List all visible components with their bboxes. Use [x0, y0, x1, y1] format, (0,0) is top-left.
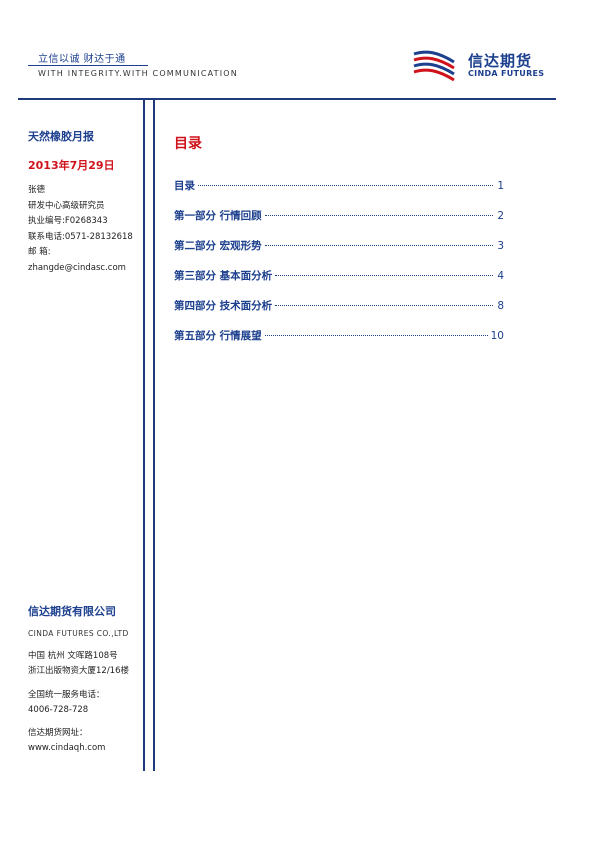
company-website: 信达期货网址： www.cindaqh.com — [28, 726, 105, 756]
toc-item[interactable]: 第二部分 宏观形势 3 — [174, 238, 504, 268]
author-info: 张德 研发中心高级研究员 执业编号:F0268343 联系电话:0571-281… — [28, 183, 133, 276]
slogan-cn: 立信以诚 财达于通 — [38, 54, 126, 65]
toc-item-label: 第一部分 行情回顾 — [174, 210, 262, 222]
toc-item-label: 第四部分 技术面分析 — [174, 300, 273, 312]
toc-leader-dots — [264, 335, 488, 336]
toc-item-page: 2 — [497, 210, 504, 222]
toc-item-label: 第五部分 行情展望 — [174, 330, 262, 342]
toc-leader-dots — [264, 245, 493, 246]
toc-leader-dots — [198, 185, 493, 186]
toc-list: 目录 1 第一部分 行情回顾 2 第二部分 宏观形势 3 第三部分 基本面分析 … — [174, 178, 504, 358]
toc-item-page: 3 — [497, 240, 504, 252]
column-divider-right — [153, 98, 155, 771]
slogan-underline — [28, 65, 148, 66]
toc-item-page: 8 — [497, 300, 504, 312]
company-address: 中国 杭州 文晖路108号 浙江出版物资大厦12/16楼 — [28, 649, 129, 679]
website-label: 信达期货网址： — [28, 728, 88, 738]
toc-item-label: 第二部分 宏观形势 — [174, 240, 262, 252]
toc-heading: 目录 — [174, 136, 202, 152]
toc-item[interactable]: 第三部分 基本面分析 4 — [174, 268, 504, 298]
toc-item-label: 目录 — [174, 180, 195, 192]
report-date: 2013年7月29日 — [28, 159, 115, 172]
author-phone: 联系电话:0571-28132618 — [28, 231, 133, 242]
address-line-1: 中国 杭州 文晖路108号 — [28, 651, 118, 661]
author-email[interactable]: zhangde@cindasc.com — [28, 262, 126, 273]
toc-item-page: 10 — [490, 330, 504, 342]
report-title: 天然橡胶月报 — [28, 130, 94, 143]
author-name: 张德 — [28, 185, 46, 195]
service-label: 全国统一服务电话： — [28, 690, 105, 700]
author-email-label: 邮 箱: — [28, 247, 51, 257]
logo-text-cn: 信达期货 — [468, 52, 533, 70]
toc-item[interactable]: 目录 1 — [174, 178, 504, 208]
toc-item[interactable]: 第四部分 技术面分析 8 — [174, 298, 504, 328]
toc-leader-dots — [275, 305, 493, 306]
toc-item[interactable]: 第一部分 行情回顾 2 — [174, 208, 504, 238]
service-number: 4006-728-728 — [28, 705, 89, 715]
slogan-en: WITH INTEGRITY.WITH COMMUNICATION — [38, 69, 238, 78]
service-hotline: 全国统一服务电话： 4006-728-728 — [28, 688, 105, 718]
header-divider — [18, 98, 556, 100]
website-link[interactable]: www.cindaqh.com — [28, 743, 106, 753]
toc-item[interactable]: 第五部分 行情展望 10 — [174, 328, 504, 358]
toc-item-label: 第三部分 基本面分析 — [174, 270, 273, 282]
toc-item-page: 1 — [497, 180, 504, 192]
toc-leader-dots — [275, 275, 493, 276]
logo-text-en: CINDA FUTURES — [468, 69, 545, 78]
company-name-en: CINDA FUTURES CO.,LTD — [28, 629, 129, 638]
toc-leader-dots — [264, 215, 493, 216]
toc-item-page: 4 — [497, 270, 504, 282]
company-name: 信达期货有限公司 — [28, 605, 116, 618]
address-line-2: 浙江出版物资大厦12/16楼 — [28, 666, 129, 676]
cinda-wave-logo-icon — [413, 50, 455, 82]
author-role: 研发中心高级研究员 — [28, 200, 105, 211]
column-divider-left — [143, 98, 145, 771]
author-license: 执业编号:F0268343 — [28, 216, 108, 226]
